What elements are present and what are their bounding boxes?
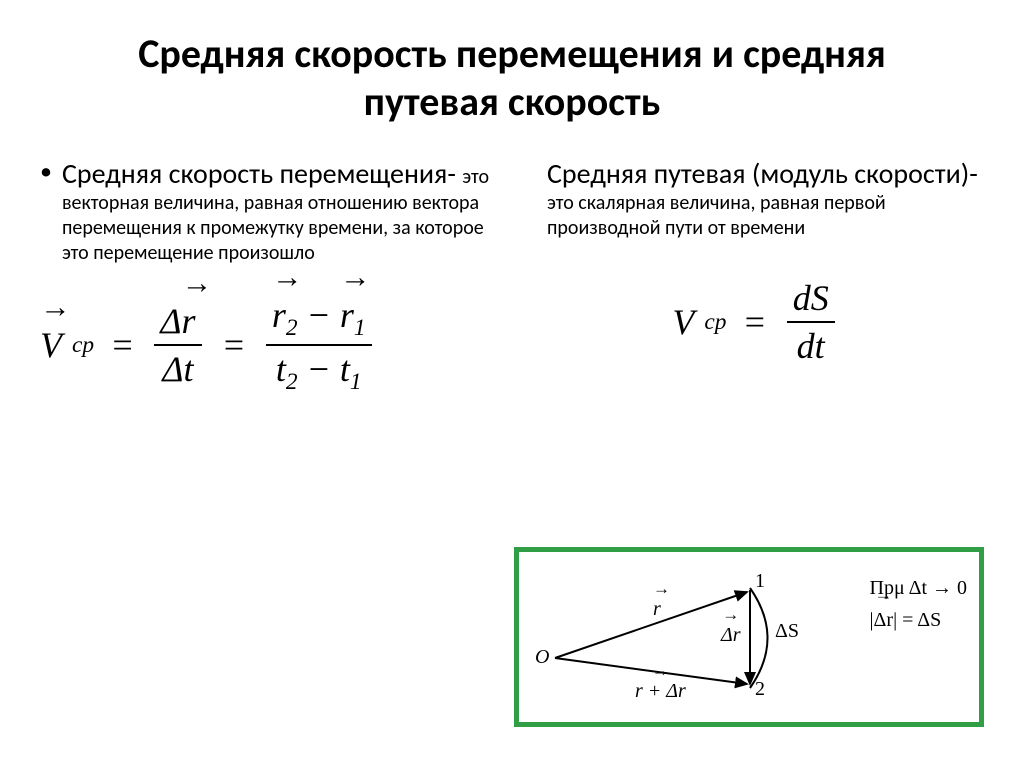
fraction-2: →r2 − →r1 t2 − t1 (266, 294, 372, 396)
diag-label-r-top: →r (653, 598, 661, 621)
diag-dr: Δr (721, 624, 741, 646)
diag-r-top: r (653, 598, 661, 620)
frac1-bar (154, 344, 201, 346)
diagram-inner: O 1 2 →r →Δr ΔS →r + Δr Прμ Δt → 0 |→Δr|… (525, 558, 973, 716)
diag-side-dr: Δr (874, 609, 894, 631)
left-lead-text: Средняя скорость перемещения- (62, 156, 462, 191)
vec-r2b: →r (340, 294, 354, 336)
fracr-den: dt (791, 325, 831, 367)
fracr-num: dS (787, 277, 835, 319)
left-column: • Средняя скорость перемещения- это вект… (40, 156, 497, 396)
sym-r1: r (340, 295, 354, 335)
fracr-bar (787, 321, 835, 323)
bullet-icon: • (40, 158, 52, 187)
left-paragraph: Средняя скорость перемещения- это вектор… (62, 156, 497, 266)
eq-sign-2: = (222, 324, 246, 366)
delta-1: Δ (160, 301, 181, 341)
sym-t1: t (340, 349, 350, 389)
formula-path-velocity: Vср = dS dt (527, 277, 984, 367)
sym-Vr: V (672, 301, 694, 343)
sub-t2: 2 (286, 369, 298, 395)
sub-2: 2 (286, 315, 298, 341)
diag-side-line2: |→Δr| = ΔS (870, 604, 967, 636)
sym-V: V (40, 325, 62, 365)
fraction-1: Δ→r Δt (154, 300, 201, 390)
diag-label-O: O (535, 646, 549, 669)
sub-t1: 1 (350, 369, 362, 395)
two-column-layout: • Средняя скорость перемещения- это вект… (40, 156, 984, 396)
slide: Средняя скорость перемещения и средняя п… (0, 0, 1024, 767)
sym-t2: t (276, 349, 286, 389)
sym-r2: r (272, 295, 286, 335)
frac2-bar (266, 344, 372, 346)
sym-r: r (182, 301, 196, 341)
slide-title: Средняя скорость перемещения и средняя п… (80, 30, 944, 126)
diag-label-r-bottom: →r + Δr (635, 680, 686, 703)
sub-cp-r: ср (704, 309, 726, 336)
minus-1: − (307, 295, 331, 335)
frac1-num: Δ→r (154, 300, 201, 342)
diag-side-ds: ΔS (917, 609, 941, 631)
diag-label-2: 2 (755, 678, 765, 701)
left-bullet: • Средняя скорость перемещения- это вект… (40, 156, 497, 266)
vec-r2a: →r (272, 294, 286, 336)
right-paragraph: Средняя путевая (модуль скорости)- это с… (547, 156, 984, 241)
diag-label-1: 1 (755, 570, 765, 593)
diag-label-ds: ΔS (775, 620, 799, 643)
frac1-den: Δt (156, 348, 199, 390)
diagram-frame: O 1 2 →r →Δr ΔS →r + Δr Прμ Δt → 0 |→Δr|… (514, 547, 984, 727)
formula-displacement-velocity: → V ср = Δ→r Δt = →r2 − →r1 (40, 294, 497, 396)
diag-label-dr: →Δr (721, 624, 741, 647)
right-tail-text: это скалярная величина, равная первой пр… (547, 191, 886, 240)
sub-cp: ср (72, 332, 94, 359)
sub-1: 1 (354, 315, 366, 341)
vec-r1: →r (182, 300, 196, 342)
vec-V: → V (40, 324, 62, 366)
diag-r-bottom: r + Δr (635, 680, 686, 702)
eq-sign-r: = (742, 301, 766, 343)
minus-2: − (307, 349, 331, 389)
frac2-num: →r2 − →r1 (266, 294, 372, 342)
right-column: Средняя путевая (модуль скорости)- это с… (527, 156, 984, 396)
right-lead-text: Средняя путевая (модуль скорости)- (547, 156, 978, 191)
diagram-side-equations: Прμ Δt → 0 |→Δr| = ΔS (870, 572, 967, 636)
fraction-r: dS dt (787, 277, 835, 367)
frac2-den: t2 − t1 (270, 348, 368, 396)
eq-sign-1: = (110, 324, 134, 366)
